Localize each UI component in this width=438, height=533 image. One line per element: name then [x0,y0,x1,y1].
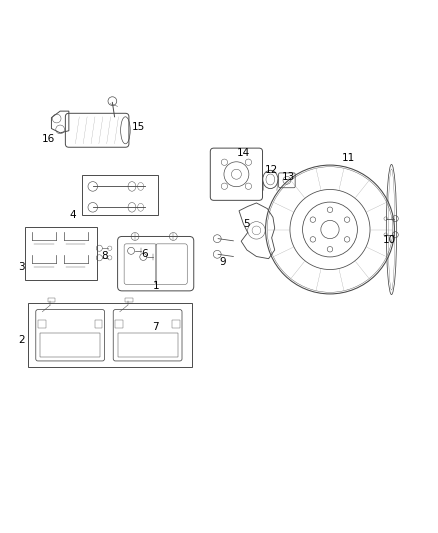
Text: 7: 7 [152,321,159,332]
Text: 10: 10 [383,236,396,245]
Text: 3: 3 [18,262,24,272]
Bar [40,333,100,357]
Bar [28,303,191,367]
Text: 16: 16 [42,134,55,144]
Bar [125,298,133,302]
Text: 13: 13 [282,172,295,182]
Text: 14: 14 [237,148,251,158]
Bar [95,320,102,328]
Text: 8: 8 [101,251,108,261]
Text: 9: 9 [219,257,226,267]
Text: 4: 4 [69,210,76,220]
Bar [38,320,46,328]
Text: 1: 1 [152,281,159,291]
Bar [25,228,97,279]
Bar [117,333,178,357]
Text: 12: 12 [265,165,278,175]
Text: 6: 6 [142,249,148,260]
Text: 11: 11 [342,152,355,163]
Text: 5: 5 [244,219,250,229]
Bar [82,175,158,215]
Bar [172,320,180,328]
Bar [116,320,123,328]
Text: 15: 15 [132,122,145,132]
Bar [47,298,55,302]
Text: 2: 2 [18,335,25,345]
